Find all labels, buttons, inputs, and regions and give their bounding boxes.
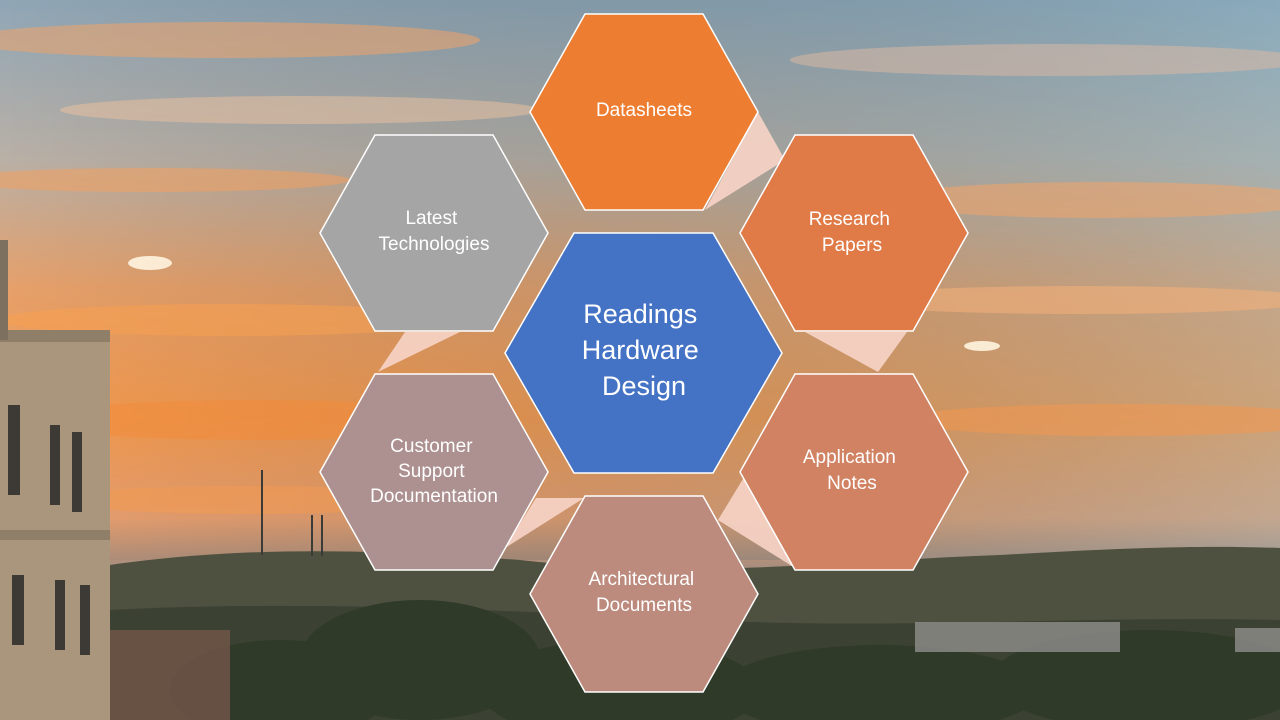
label-datasheets: Datasheets xyxy=(596,100,692,121)
node-architectural-documents: Architectural Documents xyxy=(529,495,759,693)
label-application-notes: Application Notes xyxy=(803,447,901,494)
node-research-papers: Research Papers xyxy=(739,134,969,332)
hexagon-latest-technologies xyxy=(319,134,549,332)
center-label: Readings Hardware Design xyxy=(582,299,707,401)
hexagon-architectural-documents xyxy=(529,495,759,693)
hexagon-application-notes xyxy=(739,373,969,571)
node-application-notes: Application Notes xyxy=(739,373,969,571)
node-center-readings-hardware-design: Readings Hardware Design xyxy=(504,232,783,474)
connector-application-architectural xyxy=(718,474,795,568)
connector-customer-latest xyxy=(378,332,460,372)
connector-architectural-customer xyxy=(505,498,584,548)
label-architectural-documents: Architectural Documents xyxy=(589,569,700,616)
node-datasheets: Datasheets xyxy=(529,13,759,211)
connectors xyxy=(378,112,907,568)
label-customer-support-documentation: Customer Support Documentation xyxy=(370,436,498,507)
node-customer-support-documentation: Customer Support Documentation xyxy=(319,373,549,571)
node-latest-technologies: Latest Technologies xyxy=(319,134,549,332)
label-research-papers: Research Papers xyxy=(809,209,896,256)
connector-datasheets-research xyxy=(705,112,785,210)
hexagon-research-papers xyxy=(739,134,969,332)
hexagon-customer-support-documentation xyxy=(319,373,549,571)
hexagon-center xyxy=(504,232,783,474)
connector-research-application xyxy=(805,332,907,372)
hexagon-datasheets xyxy=(529,13,759,211)
label-latest-technologies: Latest Technologies xyxy=(379,208,490,255)
